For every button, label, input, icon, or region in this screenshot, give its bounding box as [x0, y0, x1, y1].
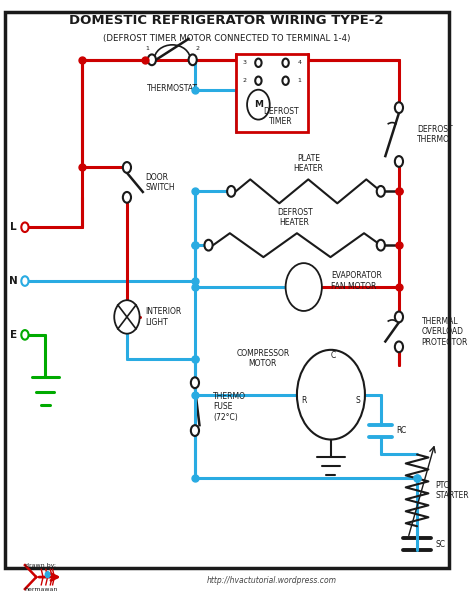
Circle shape [247, 90, 270, 120]
Circle shape [114, 300, 140, 334]
Circle shape [395, 102, 403, 113]
Circle shape [377, 240, 385, 251]
Text: R: R [301, 396, 306, 405]
Circle shape [227, 186, 235, 197]
Circle shape [191, 425, 199, 436]
Text: 1: 1 [146, 46, 149, 51]
Text: 2: 2 [243, 78, 247, 83]
Text: 1: 1 [297, 78, 301, 83]
Circle shape [191, 377, 199, 388]
Text: DEFROST
THERMO: DEFROST THERMO [417, 125, 453, 144]
Circle shape [123, 192, 131, 203]
Text: E: E [10, 330, 17, 340]
Circle shape [46, 572, 50, 578]
Circle shape [148, 54, 156, 65]
Circle shape [395, 156, 403, 167]
Circle shape [21, 276, 28, 286]
Text: SC: SC [435, 539, 445, 549]
Text: RC: RC [397, 426, 407, 435]
Circle shape [297, 350, 365, 440]
Text: COMPRESSOR
MOTOR: COMPRESSOR MOTOR [237, 349, 290, 368]
Circle shape [395, 312, 403, 322]
Text: http://hvactutorial.wordpress.com: http://hvactutorial.wordpress.com [207, 575, 337, 585]
Circle shape [123, 162, 131, 173]
Text: C: C [330, 351, 336, 361]
Text: drawn by:: drawn by: [25, 563, 56, 568]
Text: THERMAL
OVERLOAD
PROTECTOR: THERMAL OVERLOAD PROTECTOR [421, 317, 468, 347]
Text: INTERIOR
LIGHT: INTERIOR LIGHT [145, 307, 182, 327]
Circle shape [286, 263, 322, 311]
Circle shape [283, 77, 289, 85]
Text: PLATE
HEATER: PLATE HEATER [293, 154, 323, 173]
FancyBboxPatch shape [236, 54, 308, 132]
Text: THERMOSTAT: THERMOSTAT [147, 84, 198, 93]
Text: hermawan: hermawan [24, 587, 57, 591]
Circle shape [377, 186, 385, 197]
Text: DOOR
SWITCH: DOOR SWITCH [145, 173, 175, 192]
Text: DEFROST
TIMER: DEFROST TIMER [263, 107, 299, 126]
Circle shape [204, 240, 213, 251]
Circle shape [255, 59, 262, 67]
Text: L: L [10, 222, 17, 232]
Circle shape [255, 77, 262, 85]
Text: 4: 4 [297, 60, 301, 65]
Text: EVAPORATOR
FAN MOTOR: EVAPORATOR FAN MOTOR [331, 271, 382, 291]
Text: 2: 2 [195, 46, 199, 51]
Circle shape [283, 59, 289, 67]
Circle shape [395, 341, 403, 352]
Text: 3: 3 [243, 60, 247, 65]
Text: DEFROST
HEATER: DEFROST HEATER [277, 208, 312, 227]
Circle shape [21, 222, 28, 232]
Circle shape [21, 330, 28, 340]
Text: S: S [356, 396, 361, 405]
Text: M: M [254, 100, 263, 109]
Text: DOMESTIC REFRIGERATOR WIRING TYPE-2: DOMESTIC REFRIGERATOR WIRING TYPE-2 [69, 14, 384, 28]
Text: THERMO
FUSE
(72°C): THERMO FUSE (72°C) [213, 392, 246, 422]
Text: PTC
STARTER: PTC STARTER [435, 481, 469, 500]
Text: (DEFROST TIMER MOTOR CONNECTED TO TERMINAL 1-4): (DEFROST TIMER MOTOR CONNECTED TO TERMIN… [103, 34, 350, 44]
Text: N: N [9, 276, 18, 286]
Circle shape [189, 54, 197, 65]
